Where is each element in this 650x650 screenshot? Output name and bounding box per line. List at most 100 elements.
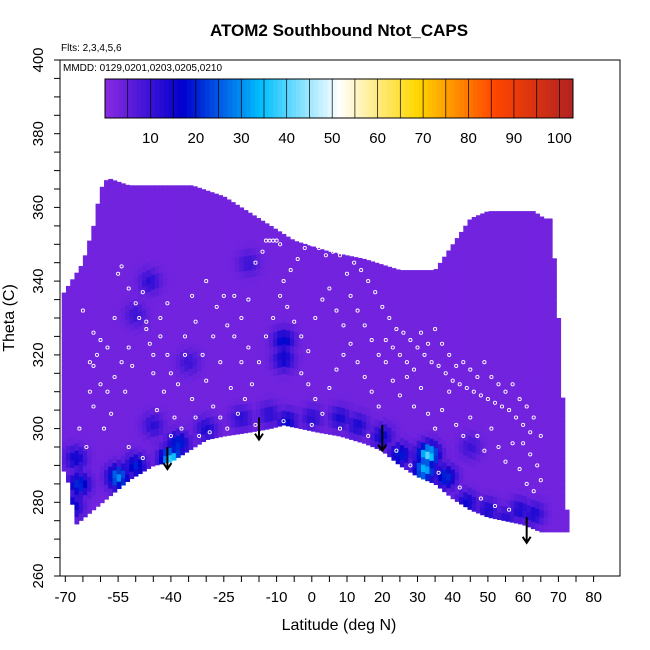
heatmap-cell (70, 334, 76, 343)
heatmap-cell (547, 472, 553, 481)
heatmap-cell (391, 268, 397, 270)
heatmap-cell (328, 404, 333, 413)
heatmap-cell (530, 425, 536, 434)
heatmap-cell (61, 316, 67, 325)
heatmap-cell (95, 343, 101, 352)
heatmap-cell (99, 355, 105, 364)
heatmap-cell (133, 188, 139, 197)
heatmap-cell (201, 257, 207, 266)
heatmap-cell (256, 268, 262, 277)
heatmap-cell (158, 323, 164, 332)
heatmap-cell (65, 400, 71, 409)
heatmap-cell (285, 403, 291, 412)
heatmap-cell (116, 223, 122, 232)
colorbar-segment (254, 79, 260, 118)
heatmap-cell (133, 217, 139, 226)
heatmap-cell (442, 344, 447, 353)
heatmap-cell (543, 347, 549, 356)
heatmap-cell (137, 362, 143, 371)
heatmap-cell (167, 307, 173, 316)
heatmap-cell (277, 278, 283, 287)
colorbar-segment (164, 79, 170, 118)
heatmap-cell (78, 402, 84, 411)
heatmap-cell (518, 221, 524, 230)
flights-annotation: Flts: 2,3,4,5,6 (61, 43, 122, 54)
heatmap-cell (158, 397, 164, 406)
heatmap-cell (454, 302, 460, 311)
heatmap-cell (65, 452, 71, 461)
heatmap-cell (319, 336, 325, 345)
heatmap-cell (82, 435, 88, 444)
heatmap-cell (247, 350, 253, 359)
heatmap-cell (91, 458, 97, 467)
heatmap-cell (509, 455, 515, 464)
heatmap-cell (70, 459, 76, 468)
heatmap-cell (547, 347, 553, 356)
sample-point (528, 430, 533, 435)
heatmap-cell (463, 270, 469, 279)
heatmap-cell (412, 378, 418, 387)
heatmap-cell (323, 404, 329, 412)
heatmap-cell (505, 447, 511, 456)
heatmap-cell (180, 425, 185, 434)
heatmap-cell (243, 233, 249, 242)
heatmap-cell (167, 277, 173, 286)
heatmap-cell (340, 311, 346, 320)
heatmap-cell (116, 363, 122, 372)
heatmap-cell (294, 353, 300, 362)
heatmap-cell (505, 381, 511, 390)
heatmap-cell (213, 209, 219, 218)
heatmap-cell (129, 382, 135, 391)
heatmap-cell (543, 509, 549, 518)
heatmap-cell (497, 298, 502, 307)
heatmap-cell (323, 396, 329, 405)
colorbar-segment (395, 79, 401, 118)
heatmap-cell (497, 445, 502, 454)
heatmap-cell (87, 343, 92, 352)
heatmap-cell (188, 353, 194, 362)
heatmap-cell (552, 487, 557, 496)
heatmap-cell (535, 220, 540, 229)
colorbar-tick-label: 70 (415, 130, 432, 147)
sample-point (535, 463, 540, 468)
heatmap-cell (226, 206, 232, 215)
heatmap-cell (459, 349, 464, 358)
heatmap-cell (454, 238, 460, 244)
heatmap-cell (61, 404, 67, 413)
heatmap-cell (488, 355, 494, 364)
heatmap-cell (530, 211, 536, 213)
heatmap-cell (349, 291, 354, 300)
heatmap-cell (142, 411, 147, 420)
heatmap-cell (146, 335, 152, 344)
heatmap-cell (197, 274, 202, 283)
heatmap-cell (108, 289, 114, 298)
sample-point (154, 408, 159, 413)
heatmap-cell (454, 390, 460, 399)
heatmap-cell (349, 409, 354, 418)
heatmap-cell (91, 229, 97, 238)
sample-point (355, 308, 360, 313)
heatmap-cell (408, 376, 414, 385)
heatmap-cell (408, 354, 414, 363)
heatmap-cell (116, 208, 122, 217)
heatmap-cell (125, 341, 130, 350)
heatmap-cell (552, 295, 557, 304)
heatmap-cell (188, 250, 194, 259)
heatmap-cell (146, 254, 152, 263)
heatmap-cell (294, 309, 300, 318)
heatmap-cell (450, 424, 456, 433)
heatmap-cell (484, 211, 490, 215)
heatmap-cell (209, 291, 215, 299)
heatmap-cell (492, 231, 498, 239)
heatmap-cell (171, 408, 177, 417)
heatmap-cell (332, 353, 338, 362)
heatmap-cell (289, 301, 295, 310)
heatmap-cell (518, 479, 524, 488)
heatmap-cell (404, 270, 409, 279)
sample-point (285, 304, 290, 309)
heatmap-cell (492, 356, 498, 365)
heatmap-cell (344, 255, 350, 262)
heatmap-cell (129, 397, 135, 406)
heatmap-cell (137, 230, 143, 239)
heatmap-cell (235, 404, 240, 413)
